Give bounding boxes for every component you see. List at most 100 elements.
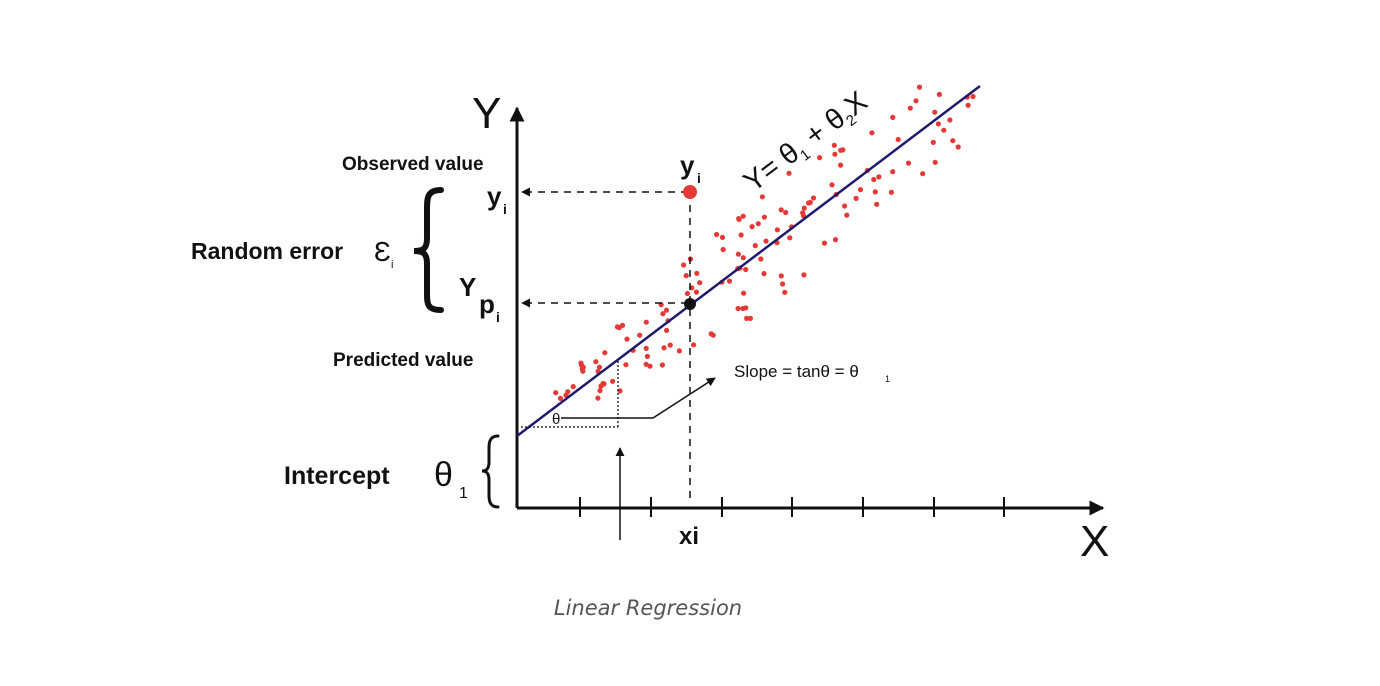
data-point (580, 368, 586, 374)
data-point (664, 327, 670, 333)
data-point (595, 395, 601, 401)
data-point (761, 214, 768, 220)
intercept-label: Intercept (284, 462, 390, 490)
regression-equation: Y= θ1 + θ2X (738, 85, 875, 201)
data-point (714, 231, 720, 238)
data-point (857, 187, 864, 193)
data-point (597, 388, 603, 394)
data-point (932, 109, 938, 115)
yi-axis-sub: i (503, 201, 507, 217)
predicted-value-label: Predicted value (333, 350, 473, 371)
observed-value-label: Observed value (342, 154, 484, 175)
data-point (602, 350, 608, 356)
data-point (763, 238, 769, 244)
data-point (950, 138, 956, 144)
equation-part-a: Y= θ (738, 137, 806, 199)
data-point (647, 363, 653, 369)
data-point (844, 212, 850, 218)
epsilon-subscript: i (391, 259, 393, 271)
data-point (801, 272, 807, 278)
data-point (783, 209, 789, 216)
data-point (752, 243, 758, 249)
data-point (719, 234, 726, 240)
data-point (890, 114, 896, 120)
data-point (970, 93, 976, 100)
random-error-label: Random error (191, 238, 343, 264)
data-point (872, 189, 878, 195)
data-point (676, 348, 683, 354)
data-point (895, 136, 901, 143)
figure-caption: Linear Regression (553, 596, 743, 620)
ypi-p-label: p (479, 289, 495, 319)
data-point (565, 389, 571, 395)
data-point (874, 201, 880, 207)
random-error-text: Random error (191, 238, 343, 264)
yi-axis-label: y (487, 181, 502, 211)
data-point (936, 91, 943, 97)
data-point (842, 203, 848, 209)
data-point (684, 290, 691, 297)
xi-label: xi (679, 523, 699, 550)
data-point (821, 240, 828, 246)
ypi-sub: i (496, 309, 500, 325)
intercept-theta-sub: 1 (459, 485, 468, 502)
dashed-guides (521, 187, 691, 500)
data-point (913, 98, 919, 104)
data-point (694, 270, 700, 276)
epsilon-symbol: Ɛ (374, 236, 391, 267)
data-point (637, 332, 643, 338)
data-point (749, 224, 755, 230)
data-point (829, 182, 835, 188)
data-point (697, 280, 703, 286)
slope-sub: 1 (885, 374, 890, 384)
data-point (759, 194, 766, 200)
slope-label: Slope = tanθ = θ (734, 362, 859, 381)
data-point (955, 144, 961, 150)
data-point (659, 362, 666, 368)
slope-triangle (521, 361, 619, 428)
x-axis-label: X (1080, 517, 1109, 566)
data-point (871, 176, 877, 183)
data-point (736, 216, 742, 222)
data-point (660, 311, 666, 317)
ypi-Y-label: Y (459, 272, 476, 302)
data-point (643, 361, 649, 367)
svg-text:Y= θ1 + θ2X: Y= θ1 + θ2X (738, 85, 875, 201)
data-point (947, 117, 953, 123)
regression-line (516, 85, 981, 437)
data-point (801, 205, 807, 211)
data-point (617, 388, 623, 394)
data-point (853, 195, 859, 201)
data-point (806, 200, 812, 206)
data-point (932, 159, 938, 165)
data-point (778, 273, 784, 279)
data-point (838, 162, 844, 168)
slope-callout-arrow (561, 377, 716, 419)
data-point (614, 324, 621, 330)
data-point (920, 171, 926, 177)
data-point (755, 221, 761, 227)
data-point (890, 169, 896, 175)
data-point (738, 232, 744, 238)
data-point (610, 378, 616, 384)
data-point (840, 147, 846, 153)
data-point (832, 237, 839, 243)
data-point (643, 319, 649, 325)
data-point (683, 273, 689, 279)
data-point (596, 364, 603, 370)
data-point (786, 170, 792, 176)
random-error-brace (413, 187, 444, 313)
slope-text: Slope = tanθ = θ (734, 362, 859, 381)
y-axis-label: Y (472, 89, 501, 138)
observed-point (683, 185, 697, 199)
data-point (965, 102, 971, 108)
data-point (744, 315, 750, 321)
data-point (644, 353, 651, 359)
data-point (570, 384, 576, 390)
data-point (916, 84, 923, 90)
data-point (624, 336, 630, 342)
data-point (741, 290, 747, 296)
data-point (593, 359, 599, 365)
data-point (782, 289, 788, 295)
